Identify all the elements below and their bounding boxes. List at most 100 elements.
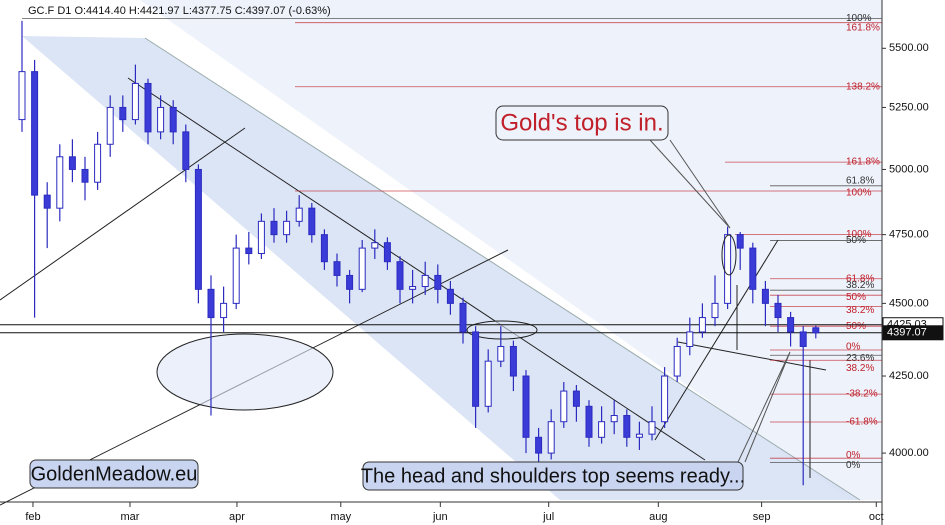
candle-body bbox=[232, 247, 240, 304]
candle-body bbox=[119, 106, 127, 121]
callout-pointer bbox=[649, 139, 731, 229]
trend-line bbox=[0, 127, 246, 301]
candle-body bbox=[333, 261, 341, 276]
candle-body bbox=[257, 220, 265, 255]
candle-body bbox=[320, 234, 328, 263]
candle-body bbox=[673, 345, 681, 377]
candle-body bbox=[459, 302, 467, 333]
price-box bbox=[882, 325, 944, 341]
candle-body bbox=[31, 71, 39, 196]
candle-body bbox=[522, 375, 530, 438]
x-tick-label: sep bbox=[753, 511, 771, 523]
candle-body bbox=[736, 234, 744, 249]
candle-body bbox=[371, 242, 379, 249]
candle-body bbox=[661, 375, 669, 423]
candle-body bbox=[509, 345, 517, 377]
level-label: 50% bbox=[846, 321, 866, 332]
candle-body bbox=[144, 82, 152, 133]
candle-body bbox=[56, 156, 64, 209]
level-label: 0% bbox=[846, 460, 861, 471]
trend-line bbox=[654, 239, 779, 441]
level-label: 138.2% bbox=[846, 81, 880, 92]
x-tick-label: oct bbox=[869, 511, 884, 523]
y-tick-label: 5000.00 bbox=[889, 163, 929, 175]
candle-body bbox=[497, 345, 505, 362]
callout-text: Gold's top is in. bbox=[500, 109, 663, 136]
candle-body bbox=[308, 207, 316, 236]
candle-body bbox=[169, 106, 177, 133]
callout-pointer bbox=[737, 351, 791, 463]
x-tick-label: mar bbox=[121, 511, 140, 523]
y-tick-label: 4250.00 bbox=[889, 370, 929, 382]
candle-body bbox=[761, 288, 769, 304]
candle-body bbox=[686, 331, 694, 347]
level-label: 61.8% bbox=[846, 273, 874, 284]
candle-body bbox=[472, 331, 480, 407]
trend-line bbox=[127, 77, 706, 461]
chart-header: GC.F D1 O:4414.40 H:4421.97 L:4377.75 C:… bbox=[28, 5, 331, 17]
candle-body bbox=[724, 234, 732, 304]
ellipse bbox=[156, 333, 334, 411]
candle-body bbox=[131, 82, 139, 121]
ellipse bbox=[466, 320, 538, 340]
candle-body bbox=[220, 302, 228, 319]
level-label: 38.2% bbox=[846, 280, 874, 291]
candle-body bbox=[484, 360, 492, 407]
candle-body bbox=[194, 168, 202, 290]
candle-body bbox=[749, 247, 757, 290]
level-label: 0% bbox=[846, 342, 861, 353]
candle-body bbox=[346, 274, 354, 290]
candle-body bbox=[18, 71, 26, 121]
candle-body bbox=[43, 194, 51, 209]
candle-body bbox=[245, 247, 253, 255]
callout-box bbox=[362, 461, 744, 491]
marks: 100%161.8%138.2%161.8%61.8%100%100%50%61… bbox=[0, 13, 882, 486]
candle-body bbox=[446, 288, 454, 304]
candle-body bbox=[396, 261, 404, 290]
x-tick-label: may bbox=[330, 511, 351, 523]
level-label: 50% bbox=[846, 235, 866, 246]
price-label: 4397.07 bbox=[887, 327, 927, 339]
candle-body bbox=[711, 302, 719, 319]
level-label: 100% bbox=[846, 13, 872, 24]
candle-body bbox=[421, 274, 429, 288]
candle-body bbox=[560, 390, 568, 423]
level-label: 100% bbox=[846, 229, 872, 240]
x-tick-label: jun bbox=[432, 511, 448, 523]
candle-body bbox=[283, 220, 291, 236]
candle-body bbox=[635, 433, 643, 438]
y-tick-label: 5250.00 bbox=[889, 101, 929, 113]
candle-body bbox=[698, 317, 706, 333]
candle-body bbox=[648, 421, 656, 435]
level-label: 100% bbox=[846, 188, 872, 199]
level-label: 161.8% bbox=[846, 22, 880, 33]
y-tick-label: 4500.00 bbox=[889, 297, 929, 309]
candle-body bbox=[787, 317, 795, 333]
candle-body bbox=[383, 242, 391, 263]
candle-body bbox=[598, 421, 606, 438]
candle-body bbox=[610, 415, 618, 423]
level-label: 61.8% bbox=[846, 175, 874, 186]
y-tick-label: 4000.00 bbox=[889, 447, 929, 459]
candle-body bbox=[799, 331, 807, 347]
candle-body bbox=[81, 168, 89, 183]
light-region bbox=[140, 0, 882, 500]
candle-body bbox=[207, 288, 215, 319]
callout-box bbox=[495, 105, 669, 141]
candle-body bbox=[434, 274, 442, 290]
candle-body bbox=[623, 415, 631, 438]
neckline bbox=[677, 341, 827, 371]
x-tick-label: apr bbox=[229, 511, 245, 523]
channel bbox=[22, 36, 860, 500]
candle-body bbox=[157, 106, 165, 133]
channel-edge bbox=[144, 37, 861, 501]
level-label: -61.8% bbox=[846, 417, 878, 428]
candle-body bbox=[409, 286, 417, 290]
candle-body bbox=[774, 302, 782, 319]
candle-body bbox=[295, 207, 303, 222]
watermark-box bbox=[29, 459, 199, 489]
candle-body bbox=[358, 247, 366, 290]
candle-body bbox=[94, 143, 102, 183]
